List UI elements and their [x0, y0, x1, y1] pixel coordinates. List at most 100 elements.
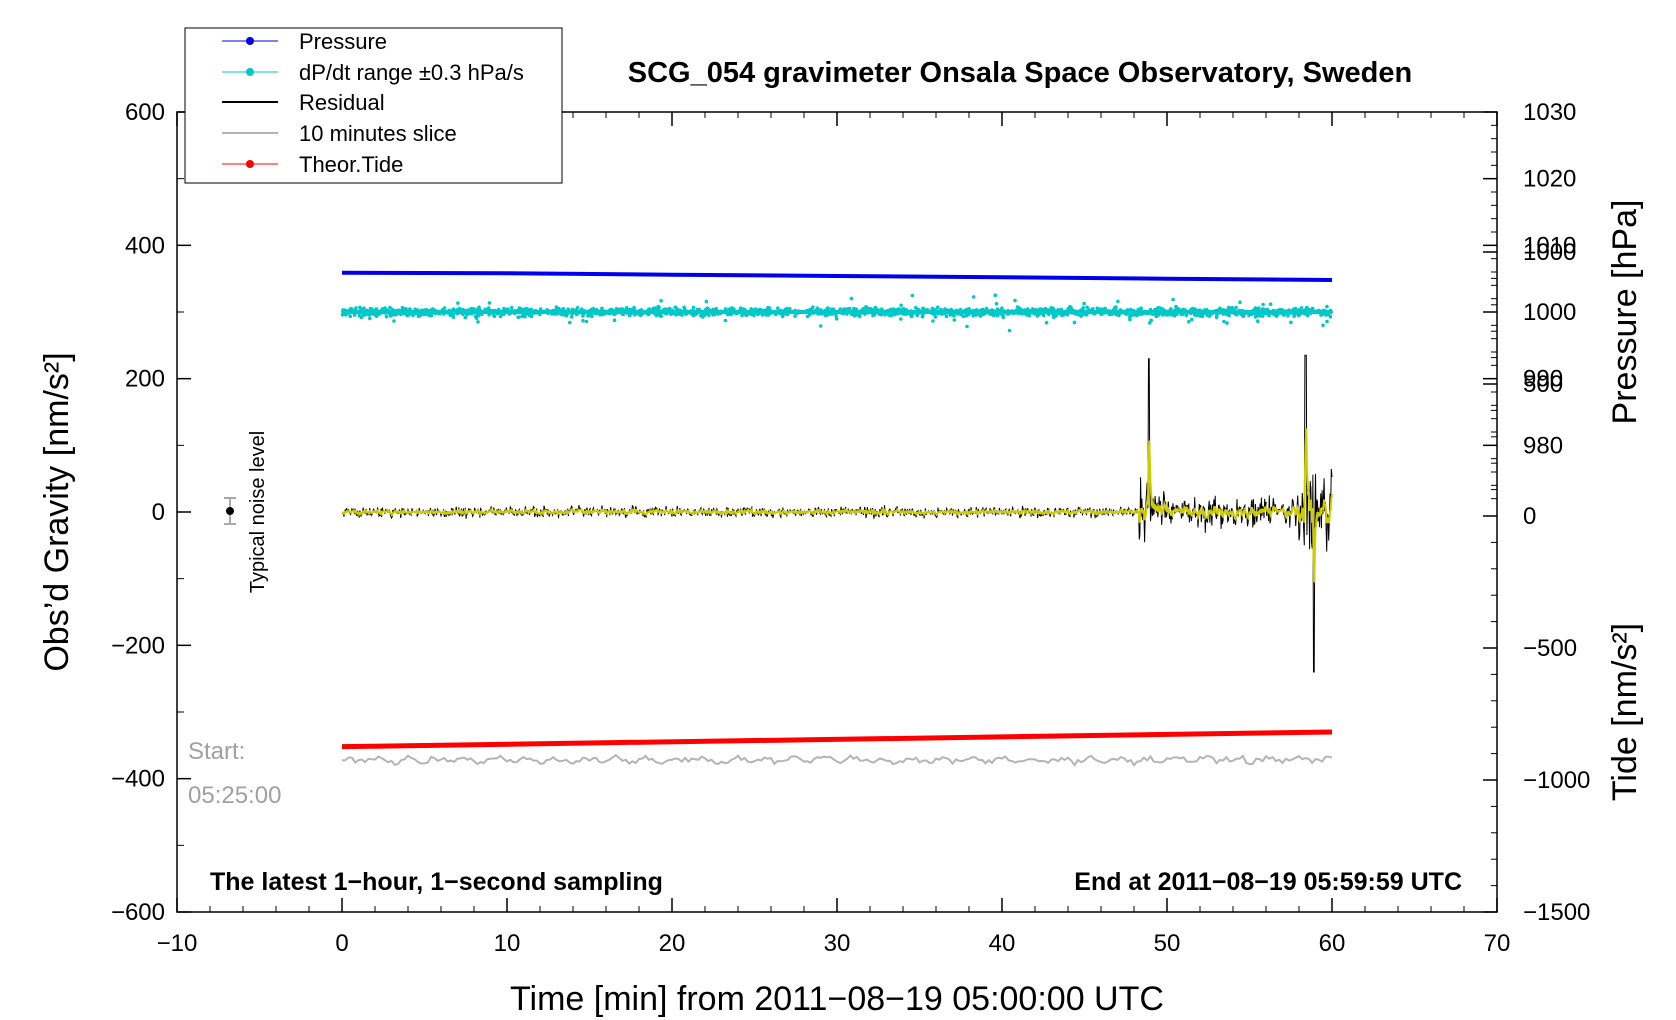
start-time: 05:25:00	[188, 782, 281, 809]
dpdt-point	[1013, 298, 1017, 303]
x-tick-label: 60	[1319, 930, 1346, 957]
dpdt-point	[887, 313, 891, 317]
dpdt-point	[358, 305, 362, 310]
legend-label: dP/dt range ±0.3 hPa/s	[299, 60, 524, 85]
tide-axis-ticks: 1000 500 0 −500 −1000 −1500	[1483, 239, 1590, 926]
dpdt-point	[368, 306, 373, 311]
dpdt-point	[1234, 305, 1238, 310]
x-tick-label: 30	[824, 930, 851, 957]
legend-label: Residual	[299, 90, 385, 115]
dpdt-point	[749, 307, 753, 311]
dpdt-point	[994, 302, 999, 306]
y-tick-label: −600	[111, 899, 165, 926]
pressure-tick-label: 1030	[1523, 99, 1576, 126]
dpdt-point	[871, 313, 875, 318]
dpdt-point	[427, 313, 431, 318]
residual-smoothed-line	[341, 428, 1333, 583]
dpdt-point	[1139, 306, 1143, 311]
dpdt-point	[944, 314, 949, 319]
legend-entry-residual: Residual	[222, 90, 385, 115]
dpdt-point	[521, 313, 526, 318]
dpdt-point	[1321, 323, 1325, 328]
dpdt-point	[1325, 304, 1329, 309]
noise-level-marker	[224, 497, 236, 525]
dpdt-point	[935, 305, 940, 310]
dpdt-point	[517, 315, 521, 319]
pressure-axis-label: Pressure [hPa]	[1606, 200, 1644, 425]
dpdt-point	[714, 306, 718, 311]
dpdt-point	[388, 305, 392, 310]
dpdt-point	[952, 318, 957, 322]
dpdt-point	[1116, 299, 1120, 304]
y-tick-label: 0	[152, 499, 165, 526]
dpdt-point	[1060, 313, 1064, 318]
dpdt-point	[561, 307, 565, 311]
chart-title: SCG_054 gravimeter Onsala Space Observat…	[628, 57, 1412, 89]
dpdt-point	[451, 315, 456, 320]
dpdt-point	[971, 295, 976, 299]
dpdt-point	[374, 314, 379, 319]
x-axis-ticks: −10 0 10 20 30 40 50 60 70	[157, 112, 1511, 957]
dpdt-point	[723, 318, 728, 323]
dpdt-point	[388, 314, 393, 318]
dpdt-point	[1085, 305, 1089, 310]
legend-entry-10-minutes-slice: 10 minutes slice	[222, 121, 457, 146]
dpdt-point	[584, 319, 589, 324]
dpdt-point	[568, 320, 572, 325]
pressure-tick-label: 1010	[1523, 232, 1576, 259]
dpdt-point	[581, 318, 585, 323]
dpdt-point	[352, 313, 357, 317]
dpdt-point	[1256, 319, 1260, 324]
tide-tick-label: −1000	[1523, 767, 1590, 794]
legend-label: Theor.Tide	[299, 152, 403, 177]
dpdt-point	[1117, 313, 1121, 318]
tide-tick-label: 1000	[1523, 239, 1576, 266]
dpdt-point	[1049, 306, 1054, 311]
dpdt-point	[509, 306, 514, 310]
dpdt-point	[1253, 306, 1258, 310]
y-axis-left-ticks: 600 400 200 0 −200 −400 −600	[111, 99, 191, 926]
dpdt-point	[627, 313, 632, 318]
y-tick-label: −200	[111, 632, 165, 659]
dpdt-point	[1043, 307, 1047, 311]
dpdt-point	[1292, 314, 1296, 319]
dpdt-point	[914, 305, 918, 310]
dpdt-point	[1007, 328, 1012, 333]
dpdt-point	[473, 314, 478, 319]
dpdt-point	[691, 305, 696, 310]
y-tick-label: 400	[125, 232, 165, 259]
dpdt-point	[359, 315, 364, 320]
dpdt-point	[1293, 306, 1298, 311]
dpdt-point	[1253, 315, 1258, 319]
dpdt-point	[818, 324, 823, 328]
tide-tick-label: −1500	[1523, 899, 1590, 926]
dpdt-point	[487, 301, 492, 305]
dpdt-point	[1310, 306, 1315, 311]
pressure-tick-label: 990	[1523, 366, 1563, 393]
dpdt-point	[704, 299, 709, 304]
dpdt-point	[1190, 306, 1195, 311]
dpdt-point	[1325, 319, 1329, 324]
series-residual	[341, 354, 1333, 673]
dpdt-point	[1214, 313, 1219, 318]
dpdt-point	[612, 318, 617, 323]
x-tick-label: 50	[1154, 930, 1181, 957]
tide-tick-label: 0	[1523, 503, 1536, 530]
y-tick-label: 200	[125, 366, 165, 393]
pressure-tick-label: 1020	[1523, 166, 1576, 193]
dpdt-point	[793, 314, 797, 318]
dpdt-point	[632, 305, 636, 310]
dpdt-point	[1174, 304, 1178, 309]
dpdt-point	[1218, 306, 1222, 311]
dpdt-point	[869, 307, 873, 311]
dpdt-point	[1190, 317, 1194, 322]
end-time-note: End at 2011−08−19 05:59:59 UTC	[1074, 868, 1462, 896]
sampling-note: The latest 1−hour, 1−second sampling	[210, 868, 663, 896]
x-tick-label: 70	[1484, 930, 1511, 957]
dpdt-point	[1135, 313, 1140, 318]
dpdt-point	[1286, 313, 1290, 318]
legend-label: 10 minutes slice	[299, 121, 457, 146]
noise-level-label: Typical noise level	[247, 431, 269, 593]
dpdt-point	[476, 320, 480, 324]
series-10-minutes-slice	[341, 753, 1333, 767]
